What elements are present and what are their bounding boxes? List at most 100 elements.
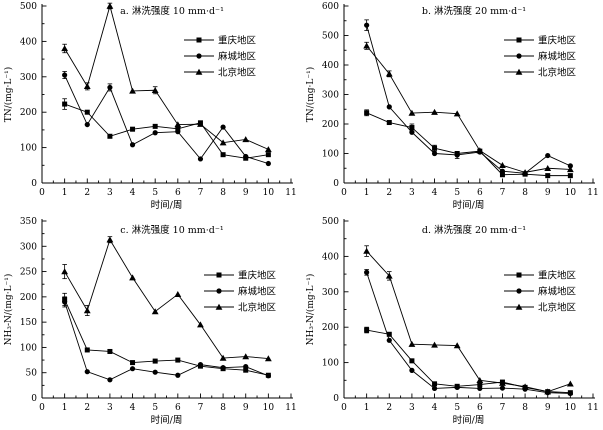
series-line-chongqing <box>64 299 269 376</box>
x-tick-label: 1 <box>62 188 68 198</box>
x-tick-label: 6 <box>175 188 181 198</box>
x-tick-labels: 0 1 2 3 4 5 6 7 8 9 10 11 <box>341 188 599 198</box>
x-tick-label: 5 <box>152 188 158 198</box>
legend-label: 麻城地区 <box>238 286 277 298</box>
data-point-macheng-week9 <box>545 152 551 159</box>
data-point-beijing-week5 <box>453 110 461 117</box>
data-point-chongqing-week4 <box>432 381 438 387</box>
y-tick-label: 200 <box>322 120 339 130</box>
legend-label: 重庆地区 <box>218 35 257 47</box>
y-ticks <box>344 220 349 399</box>
y-tick-label: 0 <box>333 179 339 189</box>
data-point-beijing-week5 <box>453 342 461 349</box>
data-point-macheng-week5 <box>454 152 460 158</box>
x-tick-label: 7 <box>500 403 506 413</box>
data-point-beijing-week8 <box>219 354 227 361</box>
x-tick-label: 5 <box>454 403 460 413</box>
data-point-chongqing-week3 <box>409 125 415 131</box>
data-point-macheng-week1 <box>62 72 68 78</box>
y-tick-label: 100 <box>20 343 37 353</box>
data-point-chongqing-week7 <box>499 172 505 178</box>
x-tick-label: 2 <box>386 403 392 413</box>
series-line-macheng <box>366 272 571 394</box>
data-point-macheng-week7 <box>197 362 204 368</box>
data-point-macheng-week2 <box>386 337 392 343</box>
data-point-macheng-week2 <box>84 121 90 128</box>
series-line-beijing <box>64 4 269 150</box>
legend-label: 北京地区 <box>538 302 577 314</box>
data-point-macheng-week10 <box>567 390 573 396</box>
x-tick-label: 9 <box>243 188 249 198</box>
data-point-macheng-week9 <box>243 153 249 160</box>
legend-item-macheng: 麻城地区 <box>504 286 577 298</box>
series-line-beijing <box>366 45 571 173</box>
data-point-macheng-week1 <box>364 22 370 28</box>
data-point-macheng-week4 <box>431 150 438 157</box>
series-beijing <box>61 236 272 362</box>
data-point-beijing-week4 <box>431 341 438 348</box>
data-point-beijing-week4 <box>129 274 136 281</box>
legend-label: 重庆地区 <box>538 270 577 282</box>
x-tick-label: 1 <box>364 403 370 413</box>
data-point-beijing-week7 <box>499 379 506 386</box>
legend-item-macheng: 麻城地区 <box>184 51 257 63</box>
x-tick-label: 3 <box>107 188 113 198</box>
panel-c-nh3n-10mm: 0 50 100 150 200 250 300 350 0 1 2 3 4 5 6 7 8 9 10 11 时间/周 N… <box>0 215 301 430</box>
x-tick-label: 7 <box>198 403 204 413</box>
x-tick-label: 3 <box>409 188 415 198</box>
data-point-macheng-week3 <box>409 129 415 135</box>
series-line-macheng <box>64 74 269 164</box>
data-point-chongqing-week5 <box>152 358 158 364</box>
data-point-beijing-week10 <box>566 380 574 387</box>
data-point-chongqing-week1 <box>364 327 370 333</box>
data-point-beijing-week10 <box>566 166 574 173</box>
x-tick-label: 3 <box>107 403 113 413</box>
data-point-macheng-week3 <box>107 84 113 91</box>
panel-title: d. 淋洗强度 20 mm·d⁻¹ <box>422 224 526 236</box>
y-tick-label: 0 <box>333 394 339 404</box>
x-tick-label: 3 <box>409 403 415 413</box>
series-beijing <box>363 245 574 395</box>
data-point-macheng-week10 <box>265 373 271 379</box>
x-tick-label: 8 <box>522 403 528 413</box>
x-tick-label: 2 <box>84 188 90 198</box>
x-tick-label: 9 <box>545 403 551 413</box>
legend-marker-triangle <box>515 303 523 310</box>
data-point-chongqing-week6 <box>175 357 181 363</box>
data-point-macheng-week6 <box>175 129 181 135</box>
data-point-beijing-week1 <box>363 42 371 49</box>
legend-marker-square <box>216 272 222 278</box>
x-tick-label: 1 <box>62 403 68 413</box>
data-point-chongqing-week6 <box>477 382 483 388</box>
data-point-macheng-week5 <box>454 384 460 390</box>
data-point-beijing-week2 <box>83 83 91 90</box>
data-point-macheng-week7 <box>499 385 506 391</box>
data-point-chongqing-week9 <box>545 173 551 179</box>
x-tick-label: 5 <box>152 403 158 413</box>
x-tick-label: 0 <box>341 403 347 413</box>
data-point-macheng-week3 <box>409 367 415 373</box>
x-tick-label: 5 <box>454 188 460 198</box>
series-line-beijing <box>366 250 571 393</box>
data-point-beijing-week9 <box>544 164 552 171</box>
data-point-chongqing-week4 <box>432 145 438 151</box>
legend-label: 北京地区 <box>238 302 277 314</box>
y-tick-label: 0 <box>31 179 37 189</box>
y-tick-label: 200 <box>20 293 37 303</box>
legend-item-chongqing: 重庆地区 <box>504 270 577 282</box>
y-tick-label: 350 <box>20 217 37 227</box>
data-point-chongqing-week1 <box>62 101 68 107</box>
y-tick-label: 100 <box>322 359 339 369</box>
x-tick-label: 8 <box>220 188 226 198</box>
data-point-beijing-week2 <box>83 307 91 314</box>
data-point-macheng-week5 <box>152 369 158 375</box>
data-point-beijing-week9 <box>242 136 250 143</box>
data-point-macheng-week4 <box>431 385 438 392</box>
x-tick-label: 10 <box>263 403 275 413</box>
y-tick-label: 0 <box>31 394 37 404</box>
data-point-beijing-week3 <box>106 2 114 9</box>
legend-label: 麻城地区 <box>218 51 257 63</box>
axes <box>41 4 293 184</box>
panel-title: a. 淋洗强度 10 mm·d⁻¹ <box>120 5 224 17</box>
